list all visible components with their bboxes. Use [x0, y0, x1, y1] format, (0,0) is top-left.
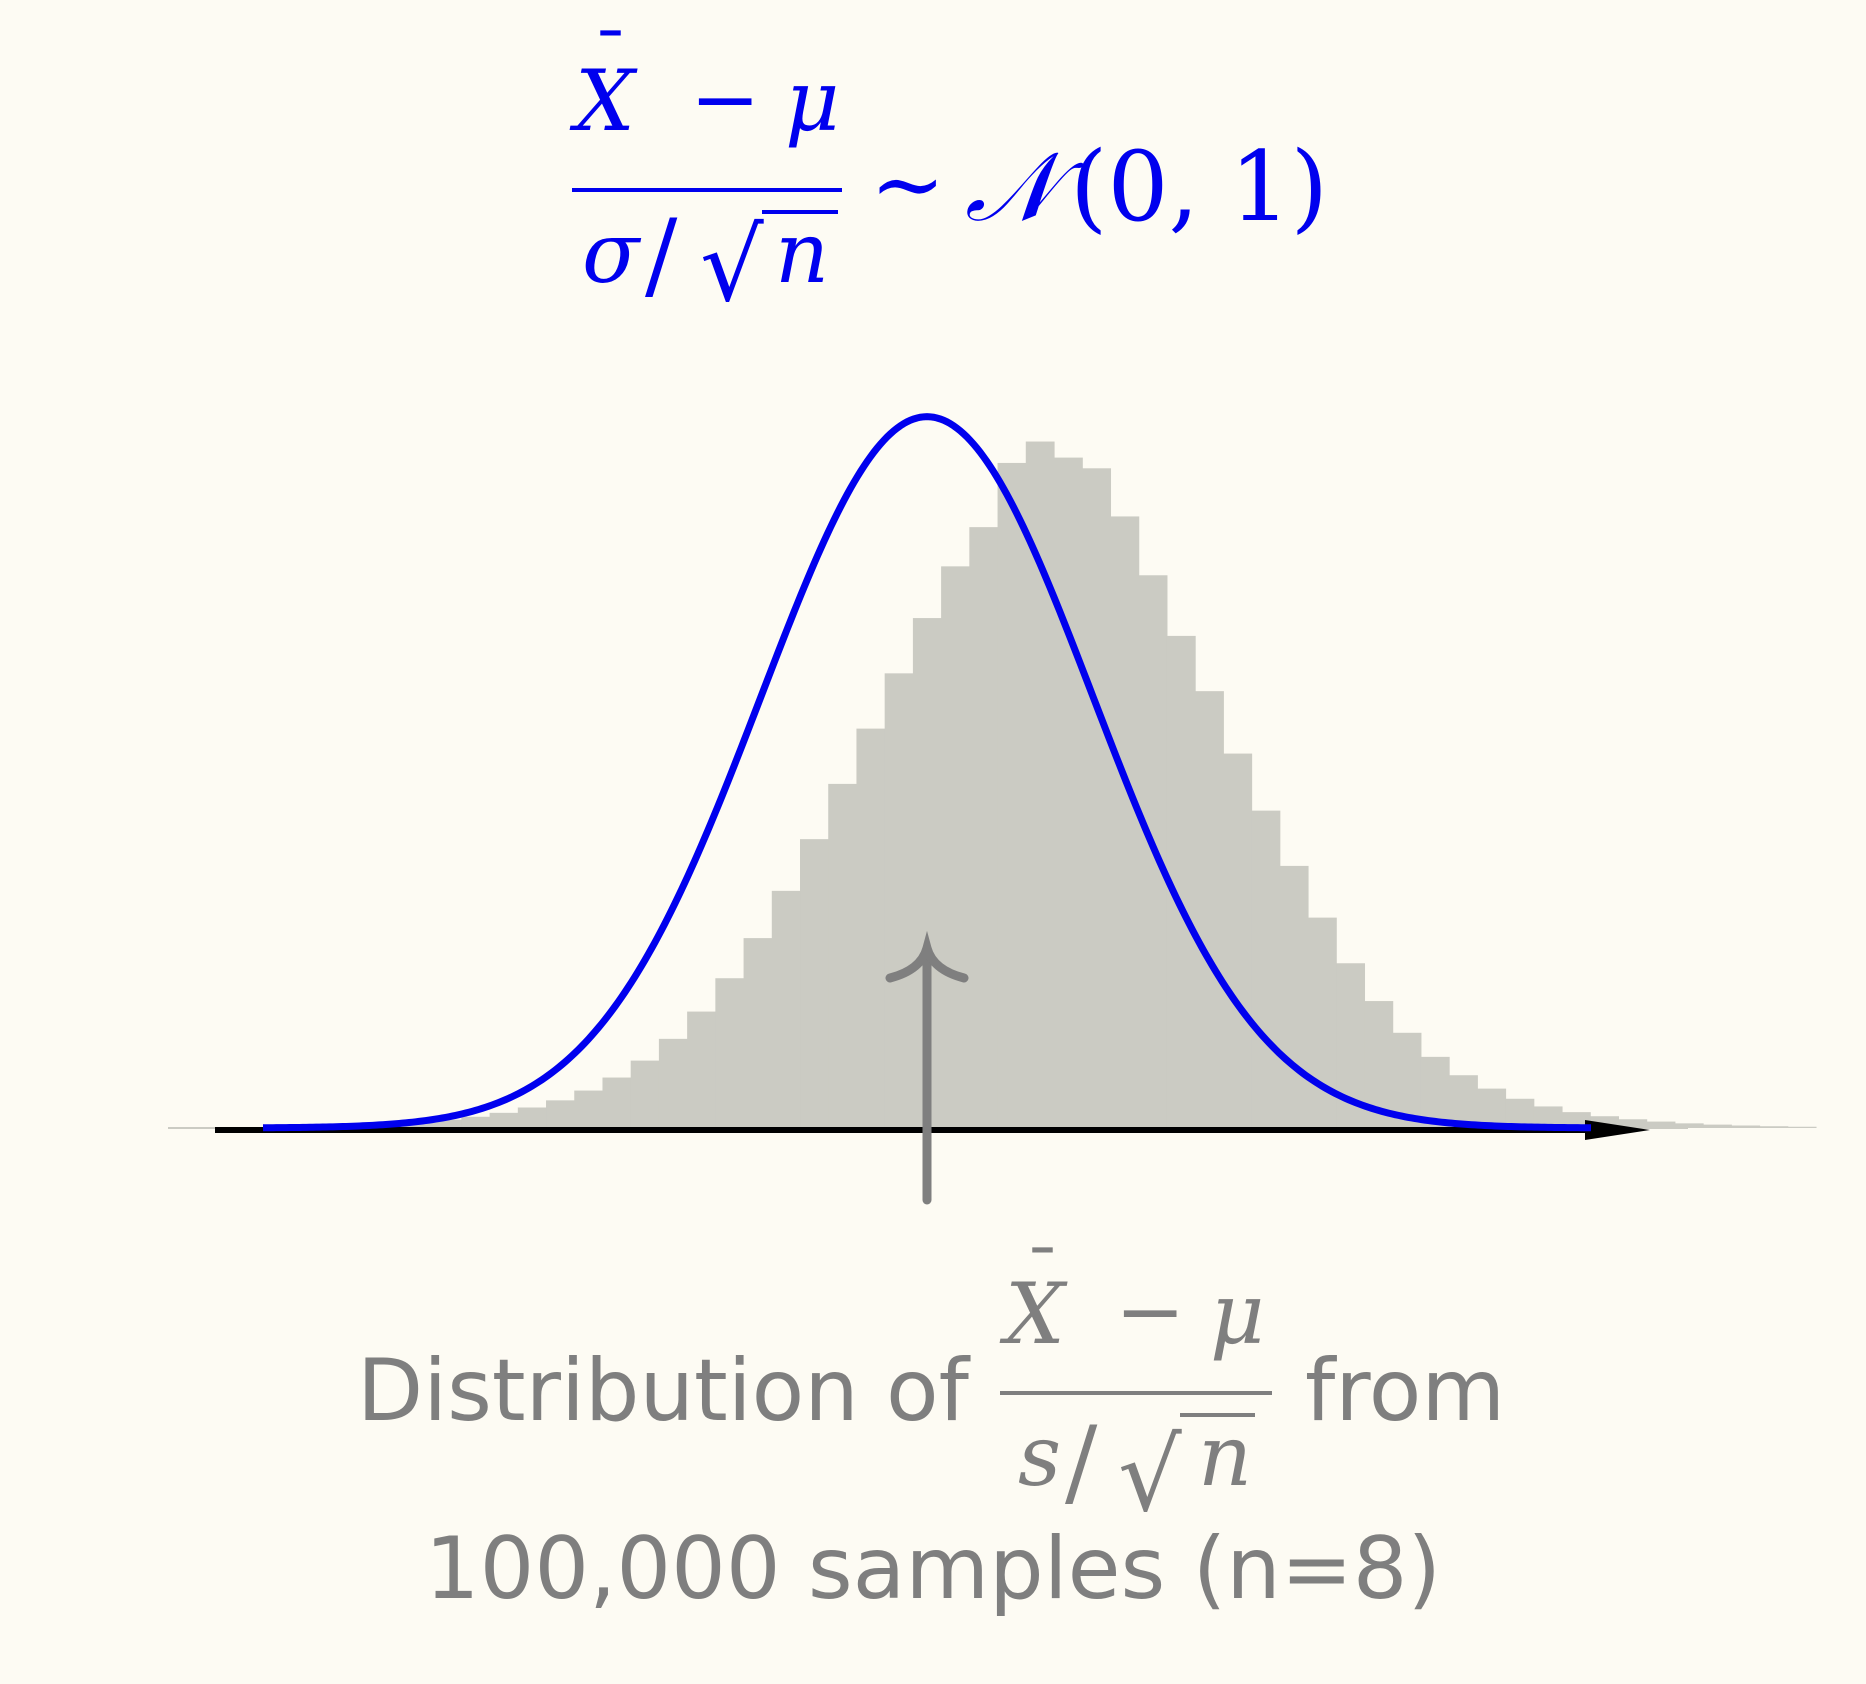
histogram-bar — [1195, 691, 1224, 1128]
caption-line2: 100,000 samples (n=8) — [425, 1519, 1441, 1619]
histogram-bar — [800, 839, 829, 1128]
histogram-bar — [461, 1116, 491, 1128]
formula-n: n — [775, 204, 829, 302]
histogram-bar — [517, 1107, 547, 1128]
caption: Distribution of ¯ X − μ s / √ n from 100… — [357, 1235, 1505, 1619]
histogram-bar — [1223, 753, 1253, 1128]
histogram-bar — [1251, 810, 1281, 1128]
histogram-bar — [1731, 1125, 1761, 1128]
caption-frac-sqrt: √ — [1118, 1417, 1182, 1534]
histogram-bar — [884, 673, 914, 1128]
histogram-bar — [1082, 468, 1112, 1128]
histogram-bar — [1590, 1116, 1619, 1128]
histogram-bar — [941, 566, 970, 1128]
histogram-bar — [856, 728, 886, 1128]
histogram-bar — [1307, 917, 1337, 1128]
histogram-bar — [602, 1077, 632, 1128]
formula-sigma: σ — [582, 204, 642, 302]
histogram-bar — [1646, 1121, 1676, 1128]
annotation-arrow-head — [885, 930, 969, 983]
histogram-bar — [489, 1112, 519, 1128]
histogram-bar — [1053, 457, 1083, 1129]
histogram-bar — [828, 783, 858, 1128]
formula-distribution-n: 𝒩 — [965, 131, 1084, 243]
caption-prefix: Distribution of — [357, 1341, 971, 1441]
histogram-bar — [433, 1119, 462, 1128]
caption-frac-s: s — [1018, 1407, 1061, 1505]
histogram-bar — [687, 1011, 716, 1128]
histogram-bar — [1787, 1126, 1817, 1128]
caption-frac-slash: / — [1065, 1406, 1098, 1518]
formula-tilde: ∼ — [870, 132, 945, 237]
caption-frac-mu: μ — [1210, 1265, 1265, 1363]
x-axis-arrowhead — [1585, 1120, 1650, 1140]
histogram-bar — [1477, 1088, 1507, 1128]
histogram-bar — [546, 1100, 575, 1128]
formula-slash: / — [645, 199, 678, 311]
formula-numerator-x: X — [569, 52, 638, 150]
formula-minus: − — [690, 50, 760, 148]
histogram-bar — [630, 1060, 660, 1128]
histogram — [168, 441, 1817, 1129]
formula-normal: ¯ X − μ σ / √ n ∼ 𝒩 (0, 1) — [569, 18, 1328, 324]
histogram-bar — [1759, 1126, 1789, 1128]
histogram-bar — [1533, 1106, 1563, 1128]
histogram-bar — [743, 938, 773, 1128]
normal-curve-line — [262, 413, 1592, 1132]
formula-sqrt: √ — [700, 207, 764, 324]
caption-frac-x: X — [999, 1265, 1068, 1363]
histogram-bar — [1420, 1056, 1450, 1128]
histogram-bar — [969, 527, 999, 1128]
histogram-bar — [574, 1090, 604, 1128]
formula-mu: μ — [785, 52, 840, 150]
histogram-bar — [997, 462, 1027, 1128]
histogram-bar — [658, 1038, 688, 1128]
histogram-bar — [715, 978, 745, 1128]
caption-suffix: from — [1305, 1341, 1505, 1441]
caption-frac-n: n — [1198, 1407, 1252, 1505]
histogram-bar — [771, 890, 801, 1128]
caption-frac-bar-accent: ¯ — [1025, 1235, 1060, 1317]
histogram-bar — [1674, 1123, 1704, 1128]
formula-numerator-bar: ¯ — [593, 18, 628, 100]
histogram-bar — [1561, 1112, 1591, 1128]
histogram-bar — [1449, 1075, 1478, 1128]
histogram-bar — [1279, 865, 1309, 1128]
caption-frac-minus: − — [1115, 1262, 1185, 1360]
histogram-bar — [1110, 516, 1140, 1128]
formula-args: (0, 1) — [1070, 131, 1328, 243]
annotation-arrow — [885, 930, 969, 1205]
histogram-bar — [1618, 1119, 1648, 1128]
histogram-bar — [1703, 1124, 1732, 1128]
